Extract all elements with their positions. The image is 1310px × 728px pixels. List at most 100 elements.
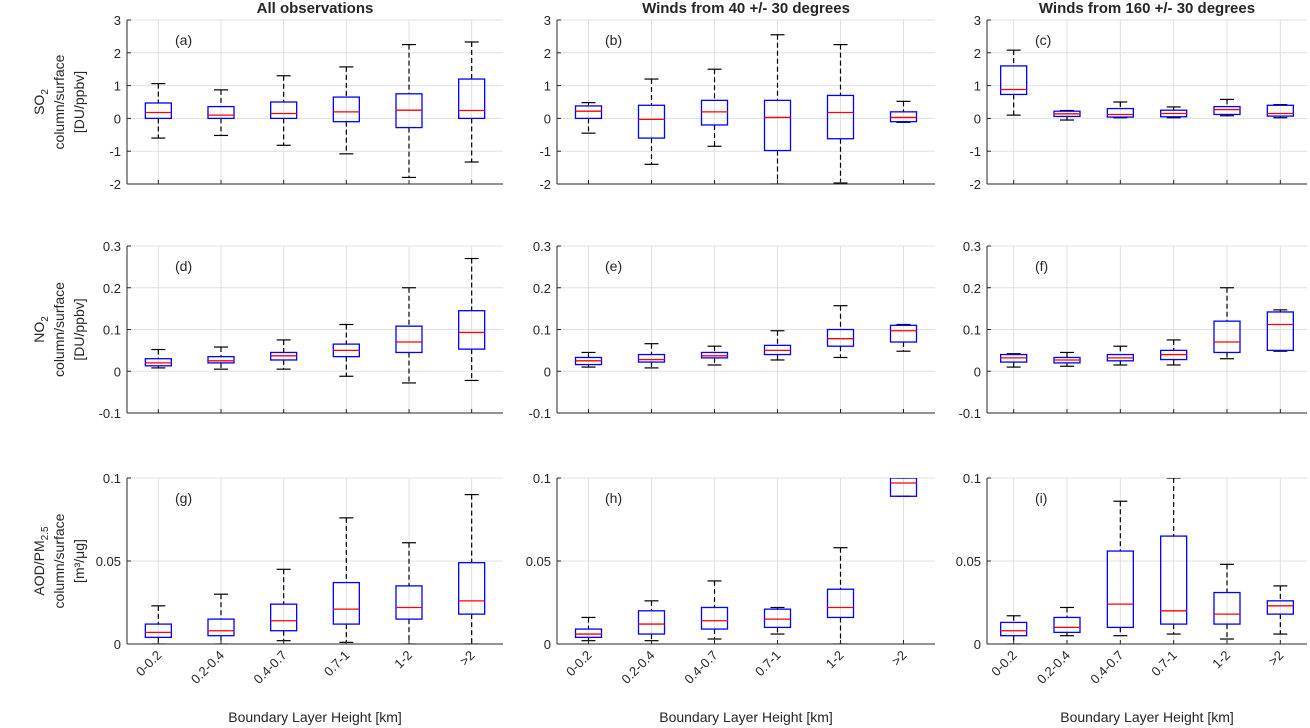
y-axis-label: AOD/PM2.5 column/surface [m³/μg] (31, 513, 87, 608)
box-iqr (1213, 320, 1241, 354)
box-iqr (637, 104, 666, 139)
column-title: Winds from 160 +/- 30 degrees (1039, 0, 1255, 17)
box-iqr (332, 581, 360, 625)
box-iqr (395, 585, 423, 620)
x-tick-label: 0-0.2 (133, 648, 165, 680)
panel-h: 0 0.05 0.1 0-0.2 0.2-0.4 0.4-0.7 0.7-1 1-2 >2 (h)… (526, 471, 935, 725)
y-tick-label: 2 (974, 46, 981, 61)
box-iqr (1213, 105, 1241, 116)
box-iqr (1266, 104, 1294, 117)
y-tick-label: 3 (974, 13, 981, 28)
y-axis-label-line: column/surface (51, 513, 67, 608)
y-tick-label: 0.2 (533, 281, 551, 296)
box-iqr (270, 603, 298, 632)
box-iqr (889, 324, 918, 343)
box-iqr (395, 325, 423, 354)
box-iqr (458, 78, 486, 120)
panel-f: -0.1 0 0.1 0.2 0.3 (f) (959, 239, 1307, 421)
y-tick-label: -1 (969, 144, 981, 159)
y-tick-label: -1 (539, 144, 551, 159)
panel-label: (i) (1035, 490, 1047, 506)
y-tick-label: 0 (544, 637, 551, 652)
y-tick-label: 0 (974, 637, 981, 652)
box-iqr (574, 105, 603, 120)
box-group (144, 257, 486, 384)
y-tick-label: 0 (544, 111, 551, 126)
y-axis-label: NO2 column/surface [DU/ppbv] (31, 282, 87, 377)
y-tick-label: 0 (974, 111, 981, 126)
box-iqr (826, 328, 855, 347)
y-tick-label: -2 (539, 177, 551, 192)
x-tick-label: 0.2-0.4 (1034, 648, 1073, 687)
box-iqr (458, 310, 486, 350)
box-iqr (1053, 616, 1081, 634)
y-axis-label-line: [DU/ppbv] (71, 298, 87, 360)
y-tick-label: 3 (544, 13, 551, 28)
panel-label: (c) (1035, 32, 1051, 48)
y-tick-label: 0.1 (103, 323, 121, 338)
x-tick-label: 0.2-0.4 (188, 648, 227, 687)
box-iqr (332, 96, 360, 123)
column-title: All observations (257, 0, 374, 17)
y-tick-label: 1 (114, 79, 121, 94)
box-iqr (700, 99, 729, 126)
y-tick-label: 0.3 (533, 239, 551, 254)
y-tick-label: 1 (544, 79, 551, 94)
x-tick-label: 0.4-0.7 (251, 648, 290, 687)
box-group (574, 34, 918, 184)
box-iqr (270, 101, 298, 120)
y-tick-label: -0.1 (959, 406, 981, 421)
box-iqr (1266, 311, 1294, 352)
y-axis-label-line: [m³/μg] (71, 539, 87, 583)
panel-e: -0.1 0 0.1 0.2 0.3 (e) (529, 239, 935, 421)
y-tick-label: 0 (114, 111, 121, 126)
y-axis-label-subscript: 2 (40, 316, 51, 322)
y-tick-label: 0.2 (103, 281, 121, 296)
panel-label: (b) (605, 32, 622, 48)
box-iqr (763, 608, 792, 629)
y-axis-label-line: column/surface (51, 54, 67, 149)
x-tick-label: 0-0.2 (988, 648, 1020, 680)
panel-label: (h) (605, 490, 622, 506)
panel-g: 0 0.05 0.1 0-0.2 0.2-0.4 0.4-0.7 0.7-1 1-2 >2 (g)… (96, 471, 503, 725)
x-tick-label: >2 (457, 648, 478, 669)
panel-b: -2 -1 0 1 2 3 (b) Winds from 40 +/- 30 degrees (539, 0, 935, 192)
x-tick-label: 0.7-1 (1148, 648, 1180, 680)
y-axis-label-line: SO2 (31, 89, 51, 115)
y-tick-label: 0.05 (96, 554, 121, 569)
y-tick-label: 0.3 (963, 239, 981, 254)
x-tick-label: 0-0.2 (563, 648, 595, 680)
panel-c: -2 -1 0 1 2 3 (c) Winds from 160 +/- 30 degrees (969, 0, 1307, 192)
y-tick-label: 0 (974, 364, 981, 379)
panel-label: (a) (175, 32, 192, 48)
y-tick-label: 0.3 (103, 239, 121, 254)
y-tick-label: 0.1 (533, 323, 551, 338)
y-axis-label-line: NO2 (31, 316, 51, 343)
x-tick-label: 1-2 (1209, 648, 1233, 672)
box-group (1000, 49, 1294, 121)
y-axis-label-main: SO (31, 95, 47, 115)
y-tick-label: -2 (969, 177, 981, 192)
x-axis-label: Boundary Layer Height [km] (1060, 709, 1234, 725)
y-axis-label-subscript: 2 (40, 89, 51, 95)
box-iqr (763, 99, 792, 152)
y-tick-label: 0.1 (963, 471, 981, 486)
box-group (574, 478, 918, 644)
panel-label: (d) (175, 258, 192, 274)
box-iqr (826, 588, 855, 619)
box-group (144, 494, 486, 644)
y-tick-label: 0.1 (963, 323, 981, 338)
x-tick-label: >2 (889, 648, 910, 669)
column-title: Winds from 40 +/- 30 degrees (642, 0, 850, 17)
box-iqr (700, 606, 729, 630)
x-tick-label: 1-2 (823, 648, 847, 672)
x-tick-label: 0.4-0.7 (1087, 648, 1126, 687)
box-group (574, 305, 918, 369)
panel-label: (g) (175, 490, 192, 506)
x-axis-label: Boundary Layer Height [km] (228, 709, 402, 725)
y-axis-label-subscript: 2.5 (40, 526, 51, 540)
y-tick-label: 2 (114, 46, 121, 61)
box-iqr (207, 618, 235, 637)
box-iqr (889, 111, 918, 123)
